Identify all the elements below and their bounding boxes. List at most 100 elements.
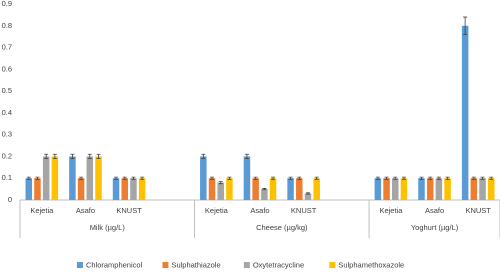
bar bbox=[313, 178, 320, 200]
error-bar bbox=[419, 176, 424, 180]
bar bbox=[296, 178, 303, 200]
x-tick-label: Asafo bbox=[76, 206, 95, 215]
group-label: Cheese (µg/kg) bbox=[256, 223, 308, 232]
x-tick-label: Kejetia bbox=[205, 206, 229, 215]
x-tick-label: KNUST bbox=[465, 206, 491, 215]
bar bbox=[304, 193, 312, 200]
bar bbox=[269, 178, 277, 200]
error-bar bbox=[375, 176, 380, 180]
bar bbox=[138, 178, 146, 200]
group-label: Yoghurt (µg/L) bbox=[411, 223, 459, 232]
bar bbox=[461, 25, 469, 201]
y-tick-label: 0.8 bbox=[2, 21, 12, 30]
x-tick-label: Asafo bbox=[250, 206, 269, 215]
bar bbox=[130, 178, 137, 200]
bar bbox=[42, 156, 50, 200]
error-bar bbox=[122, 176, 127, 180]
y-tick-label: 0 bbox=[8, 195, 12, 204]
error-bar bbox=[393, 176, 398, 180]
error-bar bbox=[401, 176, 406, 180]
bar bbox=[487, 178, 495, 200]
y-tick-label: 0.3 bbox=[2, 130, 12, 139]
error-bar bbox=[262, 188, 267, 191]
error-bar bbox=[114, 176, 119, 180]
bar bbox=[77, 178, 85, 200]
error-bar bbox=[489, 176, 494, 180]
x-tick-label: Asafo bbox=[425, 206, 444, 215]
y-tick-label: 0.7 bbox=[2, 43, 12, 52]
x-tick-label: Kejetia bbox=[379, 206, 403, 215]
bar bbox=[112, 178, 120, 200]
bar bbox=[479, 178, 486, 200]
bar bbox=[383, 178, 390, 200]
bar bbox=[34, 178, 41, 200]
y-tick-label: 0.2 bbox=[2, 151, 12, 160]
error-bar bbox=[87, 153, 92, 160]
group-label: Milk (µg/L) bbox=[90, 223, 126, 232]
error-bar bbox=[70, 153, 75, 160]
legend-swatch bbox=[162, 262, 169, 268]
error-bar bbox=[297, 176, 302, 180]
y-tick-label: 0.4 bbox=[2, 108, 12, 117]
error-bar bbox=[463, 16, 468, 35]
bar bbox=[435, 178, 443, 200]
error-bar bbox=[271, 176, 276, 180]
bar bbox=[86, 156, 94, 200]
error-bar bbox=[436, 176, 441, 180]
bar bbox=[217, 182, 224, 200]
error-bar bbox=[305, 192, 310, 195]
y-tick-label: 0.5 bbox=[2, 86, 12, 95]
error-bar bbox=[428, 176, 433, 180]
error-bar bbox=[384, 176, 389, 180]
x-tick-label: Kejetia bbox=[30, 206, 54, 215]
bar bbox=[261, 189, 268, 200]
error-bar bbox=[35, 176, 40, 180]
error-bar bbox=[131, 176, 136, 180]
bar bbox=[252, 178, 259, 200]
error-bar bbox=[96, 153, 101, 160]
error-bar bbox=[210, 176, 215, 180]
error-bar bbox=[218, 181, 223, 185]
bar bbox=[95, 156, 102, 200]
x-tick-label: KNUST bbox=[116, 206, 142, 215]
legend-swatch bbox=[329, 262, 336, 268]
bar bbox=[226, 178, 233, 200]
y-tick-label: 0.6 bbox=[2, 64, 12, 73]
bar bbox=[444, 178, 451, 200]
bar bbox=[69, 156, 76, 200]
bar bbox=[374, 178, 382, 200]
x-tick-label: KNUST bbox=[291, 206, 317, 215]
error-bar bbox=[26, 176, 31, 180]
error-bar bbox=[140, 176, 145, 180]
bar bbox=[470, 178, 478, 200]
bar bbox=[426, 178, 434, 200]
bar bbox=[392, 178, 399, 200]
error-bar bbox=[79, 176, 84, 180]
error-bar bbox=[480, 176, 485, 180]
legend-swatch bbox=[243, 262, 250, 268]
bar bbox=[208, 178, 216, 200]
bar bbox=[51, 156, 59, 200]
error-bar bbox=[52, 153, 57, 160]
error-bar bbox=[227, 176, 232, 180]
error-bar bbox=[253, 176, 258, 180]
bar bbox=[25, 178, 33, 200]
error-bar bbox=[44, 153, 49, 160]
y-tick-label: 0.9 bbox=[2, 0, 12, 8]
error-bar bbox=[314, 176, 319, 180]
bar bbox=[121, 178, 128, 200]
y-tick-label: 0.1 bbox=[2, 173, 12, 182]
error-bar bbox=[471, 176, 476, 180]
legend-label: Chloramphenicol bbox=[86, 260, 143, 269]
bar bbox=[418, 178, 425, 200]
bar bbox=[287, 178, 294, 200]
legend-label: Sulphamethoxazole bbox=[338, 260, 404, 269]
error-bar bbox=[201, 153, 206, 160]
legend-label: Sulphathiazole bbox=[171, 260, 220, 269]
bar bbox=[200, 156, 207, 200]
legend-label: Oxytetracycline bbox=[253, 260, 304, 269]
bar bbox=[400, 178, 408, 200]
error-bar bbox=[445, 176, 450, 180]
bar bbox=[243, 156, 251, 200]
